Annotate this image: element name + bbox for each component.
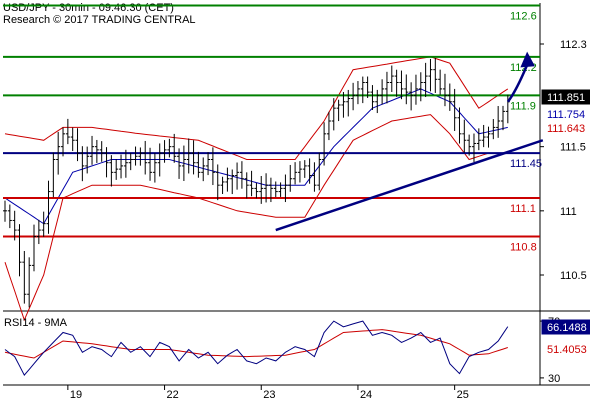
support-trendline bbox=[275, 139, 544, 232]
rsi-title: RSI14 - 9MA bbox=[4, 317, 68, 329]
price-badges: 111.851 111.754 111.643 66.1488 51.4053 bbox=[541, 89, 590, 356]
rsi-line bbox=[4, 320, 509, 376]
projection-arrow-head bbox=[520, 51, 535, 68]
time-axis-label: 25 bbox=[457, 389, 469, 400]
price-axis-label: 110.5 bbox=[560, 270, 587, 282]
price-badge-box bbox=[542, 107, 590, 121]
rsi-badge-box bbox=[542, 342, 590, 356]
level-label: 111.9 bbox=[510, 100, 536, 112]
moving-average-line bbox=[4, 88, 508, 225]
axes: 112.3 111.5 111 110.5 19 22 23 24 25 bbox=[67, 39, 587, 400]
price-bars bbox=[3, 58, 510, 308]
price-badge-label: 111.851 bbox=[547, 92, 585, 104]
time-axis-label: 22 bbox=[167, 389, 179, 400]
price-badge-box bbox=[542, 121, 590, 135]
bollinger-upper-line bbox=[4, 56, 509, 160]
indicator-lines bbox=[4, 56, 509, 322]
time-axis-label: 24 bbox=[360, 389, 372, 400]
time-axis-label: 19 bbox=[70, 389, 82, 400]
time-axis-label: 23 bbox=[263, 389, 275, 400]
bollinger-lower-line bbox=[4, 114, 508, 322]
level-label: 110.8 bbox=[510, 242, 537, 254]
level-label: 111.1 bbox=[510, 203, 536, 215]
price-axis-label: 111 bbox=[560, 206, 577, 218]
rsi-badge-box bbox=[541, 319, 590, 335]
price-badge-label: 111.754 bbox=[547, 109, 585, 121]
trendline-group bbox=[275, 51, 544, 232]
price-badge-box bbox=[541, 89, 590, 105]
rsi-axis-label: 30 bbox=[548, 373, 560, 385]
price-axis-label: 112.3 bbox=[560, 39, 587, 51]
rsi-badge-label: 66.1488 bbox=[547, 322, 587, 334]
rsi-ma-line bbox=[4, 329, 508, 359]
level-label: 111.45 bbox=[510, 158, 542, 170]
projection-arrow-line bbox=[506, 64, 529, 103]
price-axis-label: 111.5 bbox=[560, 142, 586, 154]
rsi-badge-label: 51.4053 bbox=[547, 344, 587, 356]
panel-frames bbox=[3, 3, 590, 386]
rsi-panel: RSI14 - 9MA7030 bbox=[4, 316, 560, 385]
price-badge-label: 111.643 bbox=[547, 123, 585, 135]
copyright-text: Research © 2017 TRADING CENTRAL bbox=[3, 14, 196, 26]
level-label: 112.6 bbox=[510, 11, 537, 23]
